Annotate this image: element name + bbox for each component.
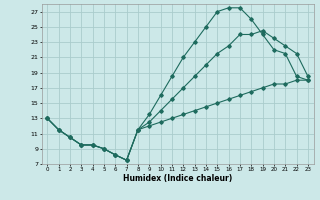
X-axis label: Humidex (Indice chaleur): Humidex (Indice chaleur) xyxy=(123,174,232,183)
